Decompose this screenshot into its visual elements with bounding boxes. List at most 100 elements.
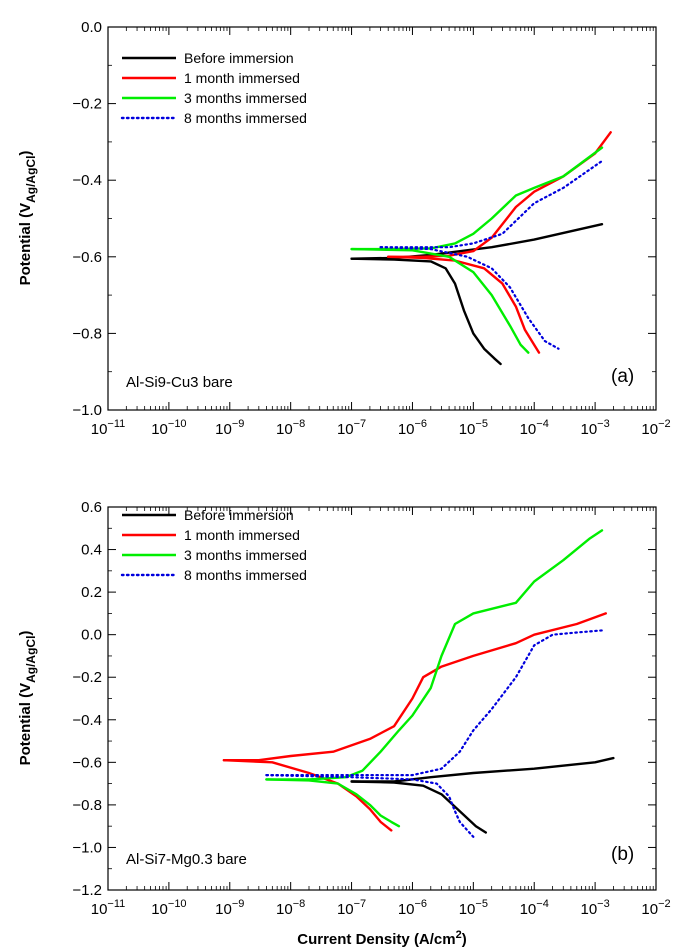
cathodic-branch-line	[222, 759, 393, 832]
anodic-branch-line	[379, 159, 604, 249]
x-tick-base: 10	[151, 901, 168, 918]
x-tick-base: 10	[641, 421, 658, 438]
legend-label: 3 months immersed	[184, 90, 307, 106]
y-tick-label: 0.0	[81, 19, 102, 36]
x-axis-title-superscript: 2	[456, 929, 462, 941]
plot-frame	[107, 506, 657, 891]
legend: Before immersion 1 month immersed 3 months…	[120, 507, 307, 583]
x-tick-exponent: −7	[354, 898, 367, 910]
y-tick-label: −0.8	[72, 325, 102, 342]
x-tick-base: 10	[520, 421, 537, 438]
x-tick-exponent: −2	[658, 418, 671, 430]
x-tick-exponent: −2	[658, 898, 671, 910]
x-tick-exponent: −4	[536, 418, 549, 430]
series-3-months-immersed	[265, 529, 604, 828]
x-tick-label: 10−9	[215, 898, 244, 918]
series-8-months-immersed	[265, 629, 604, 838]
x-tick-label: 10−8	[276, 898, 305, 918]
x-tick-exponent: −5	[475, 418, 488, 430]
panel-label: (b)	[611, 844, 634, 865]
x-tick-exponent: −5	[475, 898, 488, 910]
chart-panel-1: 10−11 10−10 10−9 10−8 10−7 10−6 10−5 10−4 10−3 10…	[17, 19, 671, 438]
x-tick-label: 10−9	[215, 418, 244, 438]
x-tick-label: 10−6	[398, 898, 427, 918]
x-tick-label: 10−5	[459, 898, 488, 918]
x-tick-base: 10	[215, 901, 232, 918]
x-tick-label: 10−7	[337, 898, 366, 918]
series-before-immersion	[350, 222, 604, 366]
cathodic-branch-line	[350, 780, 487, 834]
x-tick-label: 10−4	[520, 418, 549, 438]
x-tick-exponent: −6	[415, 418, 428, 430]
x-tick-exponent: −8	[293, 898, 306, 910]
x-tick-label: 10−3	[580, 418, 609, 438]
x-tick-exponent: −7	[354, 418, 367, 430]
y-tick-label: −0.4	[72, 712, 102, 729]
y-tick-label: −0.2	[72, 669, 102, 686]
y-axis-title: Potential (VAg/AgCl)	[17, 631, 38, 766]
x-tick-exponent: −11	[107, 418, 125, 430]
x-tick-base: 10	[641, 901, 658, 918]
y-tick-label: −1.0	[72, 839, 102, 856]
y-axis-title-subscript: Ag/AgCl	[24, 156, 38, 203]
x-tick-base: 10	[276, 901, 293, 918]
x-axis-title-close: )	[462, 931, 467, 948]
legend-label: 8 months immersed	[184, 110, 307, 126]
plot-area	[222, 529, 615, 838]
y-axis-title-subscript: Ag/AgCl	[24, 636, 38, 683]
series-1-month-immersed	[222, 612, 607, 832]
x-axis-title: Current Density (A/cm2)	[297, 929, 467, 948]
x-tick-exponent: −4	[536, 898, 549, 910]
y-tick-label: −0.4	[72, 172, 102, 189]
x-tick-exponent: −8	[293, 418, 306, 430]
y-tick-label: −1.2	[72, 882, 102, 899]
x-tick-base: 10	[91, 421, 108, 438]
x-tick-base: 10	[580, 901, 597, 918]
x-tick-label: 10−10	[151, 898, 186, 918]
x-tick-exponent: −11	[107, 898, 125, 910]
x-tick-exponent: −9	[232, 418, 245, 430]
y-tick-label: −0.8	[72, 797, 102, 814]
x-tick-label: 10−7	[337, 418, 366, 438]
y-tick-label: 0.0	[81, 627, 102, 644]
cathodic-branch-line	[350, 247, 530, 354]
x-tick-base: 10	[398, 421, 415, 438]
x-tick-base: 10	[459, 901, 476, 918]
anodic-branch-line	[387, 131, 612, 258]
y-tick-label: −0.2	[72, 96, 102, 113]
x-tick-base: 10	[215, 421, 232, 438]
x-tick-base: 10	[580, 421, 597, 438]
cathodic-branch-line	[387, 255, 541, 354]
y-axis-title-close: )	[17, 631, 34, 636]
y-tick-label: −0.6	[72, 754, 102, 771]
sample-annotation: Al-Si9-Cu3 bare	[126, 374, 233, 391]
x-tick-exponent: −3	[597, 418, 610, 430]
legend-label: 1 month immersed	[184, 527, 300, 543]
y-axis-title-close: )	[17, 151, 34, 156]
x-tick-label: 10−2	[641, 418, 670, 438]
x-tick-exponent: −10	[168, 418, 187, 430]
sample-annotation: Al-Si7-Mg0.3 bare	[126, 851, 247, 868]
y-axis-title-main: Potential (V	[17, 203, 34, 286]
legend-label: Before immersion	[184, 507, 294, 523]
legend-label: 8 months immersed	[184, 567, 307, 583]
series-before-immersion	[350, 756, 615, 834]
x-tick-base: 10	[91, 901, 108, 918]
y-axis-title: Potential (VAg/AgCl)	[17, 151, 38, 286]
x-tick-label: 10−4	[520, 898, 549, 918]
anodic-branch-line	[265, 629, 604, 777]
x-tick-base: 10	[459, 421, 476, 438]
x-tick-exponent: −6	[415, 898, 428, 910]
x-tick-base: 10	[337, 901, 354, 918]
legend-label: Before immersion	[184, 50, 294, 66]
cathodic-branch-line	[265, 773, 475, 838]
chart-panel-2: 10−11 10−10 10−9 10−8 10−7 10−6 10−5 10−4 10−3 10…	[17, 499, 671, 948]
x-tick-base: 10	[276, 421, 293, 438]
cathodic-branch-line	[379, 246, 560, 350]
x-tick-label: 10−10	[151, 418, 186, 438]
legend-label: 1 month immersed	[184, 70, 300, 86]
cathodic-branch-line	[350, 257, 502, 366]
cathodic-branch-line	[265, 778, 401, 828]
x-tick-label: 10−5	[459, 418, 488, 438]
legend-label: 3 months immersed	[184, 547, 307, 563]
